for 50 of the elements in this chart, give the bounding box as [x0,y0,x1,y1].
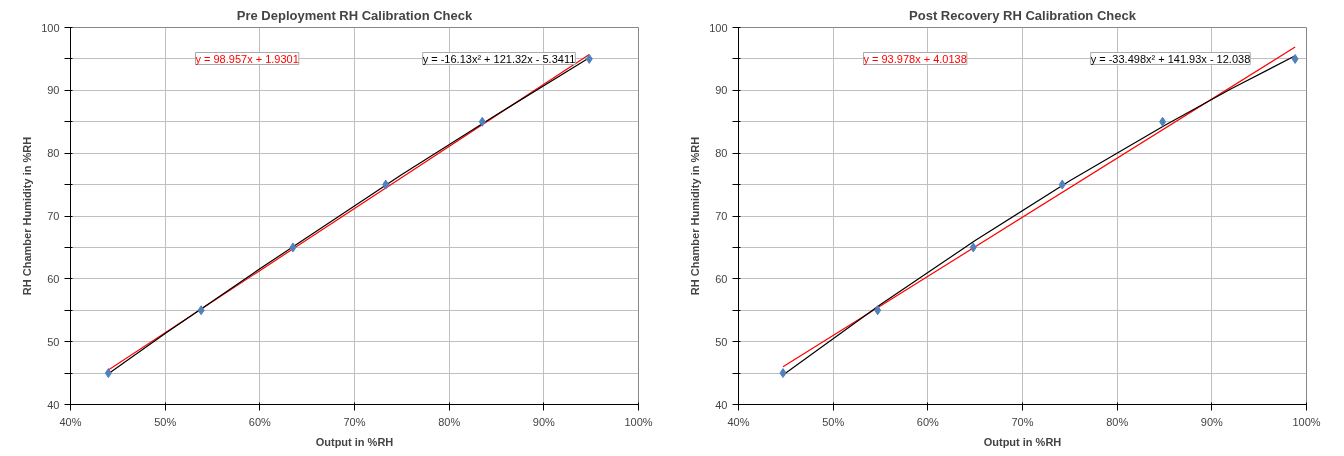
point [585,53,593,64]
y-tick-label: 80 [715,147,728,160]
x-tick-label: 60% [248,415,272,428]
y-tick-label: 60 [715,272,728,285]
y-axis-title: RH Chamber Humidity in %RH [21,136,34,296]
y-tick-label: 100 [709,21,728,34]
y-tick-label: 40 [47,398,60,411]
chart-title: Post Recovery RH Calibration Check [909,7,1137,23]
point [104,368,112,379]
point [197,305,205,316]
x-tick-label: 90% [1200,415,1224,428]
point [874,305,882,316]
y-tick-label: 70 [47,210,60,222]
y-tick-label: 80 [47,147,60,160]
x-tick-label: 100% [624,415,653,428]
y-tick-label: 90 [715,84,728,97]
x-tick-label: 70% [1011,415,1034,428]
x-tick-label: 50% [822,415,845,428]
y-tick-label: 90 [47,84,60,97]
x-tick-label: 90% [532,415,556,428]
y-tick-label: 70 [715,210,728,222]
point [1159,116,1167,127]
point [478,116,486,127]
x-tick-label: 40% [59,415,82,428]
annotation: y = 93.978x + 4.0138 [863,52,967,65]
x-axis-title: Output in %RH [983,435,1062,448]
x-tick-label: 60% [916,415,940,428]
x-axis-title: Output in %RH [315,435,394,448]
y-tick-label: 50 [715,335,728,348]
x-tick-label: 80% [1106,415,1129,428]
x-tick-label: 50% [154,415,177,428]
y-tick-label: 50 [47,335,60,348]
y-tick-label: 60 [47,272,60,285]
y-tick-label: 40 [715,398,728,411]
y-axis-title: RH Chamber Humidity in %RH [689,136,702,296]
point [382,179,390,190]
point [969,242,977,253]
annotation: y = 98.957x + 1.9301 [195,52,299,65]
chart-title: Pre Deployment RH Calibration Check [236,7,474,23]
annotation: y = -33.498x² + 141.93x - 12.038 [1090,52,1251,65]
x-tick-label: 40% [727,415,750,428]
x-tick-label: 100% [1292,415,1321,428]
point [779,368,787,379]
point [289,242,297,253]
point [1291,53,1299,64]
y-tick-label: 100 [41,21,60,34]
annotation: y = -16.13x² + 121.32x - 5.3411 [422,52,576,65]
x-tick-label: 80% [438,415,461,428]
x-tick-label: 70% [343,415,366,428]
point [1058,179,1066,190]
